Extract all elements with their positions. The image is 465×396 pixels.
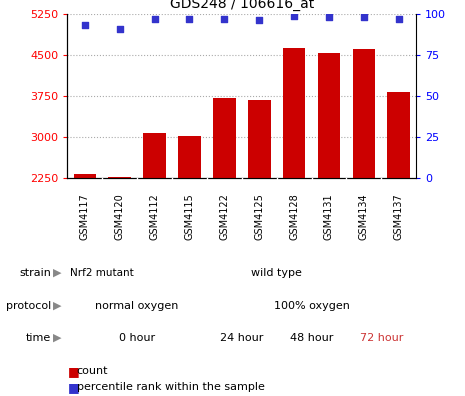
Text: GSM4137: GSM4137 [394,193,404,240]
Bar [143,133,166,301]
Text: 24 hour: 24 hour [220,333,264,343]
Point [81,22,88,29]
Text: Nrf2 mutant: Nrf2 mutant [70,268,134,278]
Point [186,15,193,22]
Point [255,17,263,24]
Point [395,15,402,22]
Text: 100% oxygen: 100% oxygen [273,301,350,311]
Point [151,15,158,22]
Text: GSM4112: GSM4112 [150,193,159,240]
Point [220,15,228,22]
Point [360,14,367,20]
Bar [73,174,96,301]
Title: GDS248 / 106616_at: GDS248 / 106616_at [170,0,314,11]
Text: GSM4131: GSM4131 [324,194,334,240]
Text: protocol: protocol [6,301,51,311]
Bar [213,98,236,301]
Bar [387,92,410,301]
Bar [248,100,271,301]
Text: ▶: ▶ [53,268,61,278]
Text: count: count [77,366,108,377]
Point [116,25,123,32]
Text: ■: ■ [67,365,79,378]
Point [326,14,333,20]
Bar [178,136,201,301]
Text: GSM4117: GSM4117 [80,193,90,240]
Bar [318,53,340,301]
Text: percentile rank within the sample: percentile rank within the sample [77,382,265,392]
Bar [283,48,306,301]
Text: wild type: wild type [251,268,302,278]
Text: ▶: ▶ [53,301,61,311]
Text: GSM4134: GSM4134 [359,194,369,240]
Text: normal oxygen: normal oxygen [95,301,179,311]
Text: time: time [26,333,51,343]
Text: 72 hour: 72 hour [359,333,403,343]
Text: strain: strain [19,268,51,278]
Point [290,12,298,19]
Text: GSM4128: GSM4128 [289,193,299,240]
Text: GSM4115: GSM4115 [185,193,194,240]
Text: ▶: ▶ [53,333,61,343]
Bar [352,50,375,301]
Text: GSM4125: GSM4125 [254,193,264,240]
Text: GSM4120: GSM4120 [115,193,125,240]
Bar [108,177,131,301]
Text: GSM4122: GSM4122 [219,193,229,240]
Text: 0 hour: 0 hour [119,333,155,343]
Text: 48 hour: 48 hour [290,333,333,343]
Text: ■: ■ [67,381,79,394]
